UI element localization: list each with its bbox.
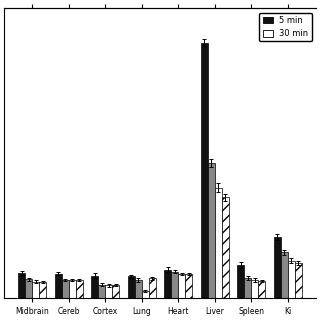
Bar (91, 276, 98, 298)
Bar (128, 276, 135, 298)
Bar (201, 43, 208, 298)
Bar (164, 269, 171, 298)
Bar (274, 237, 281, 298)
Bar (112, 285, 119, 298)
Bar (281, 252, 288, 298)
Bar (185, 274, 192, 298)
Bar (149, 278, 156, 298)
Bar (18, 273, 25, 298)
Bar (39, 282, 46, 298)
Bar (258, 281, 265, 298)
Bar (69, 280, 76, 298)
Bar (76, 280, 83, 298)
Bar (178, 274, 185, 298)
Bar (215, 188, 222, 298)
Bar (237, 265, 244, 298)
Bar (222, 197, 229, 298)
Bar (135, 280, 142, 298)
Bar (288, 260, 295, 298)
Bar (171, 272, 178, 298)
Bar (32, 282, 39, 298)
Bar (55, 274, 62, 298)
Bar (251, 280, 258, 298)
Bar (62, 280, 69, 298)
Bar (25, 279, 32, 298)
Bar (295, 263, 302, 298)
Bar (98, 285, 105, 298)
Bar (105, 285, 112, 298)
Bar (208, 163, 215, 298)
Bar (244, 278, 251, 298)
Legend: 5 min, 30 min: 5 min, 30 min (259, 12, 312, 41)
Bar (142, 291, 149, 298)
